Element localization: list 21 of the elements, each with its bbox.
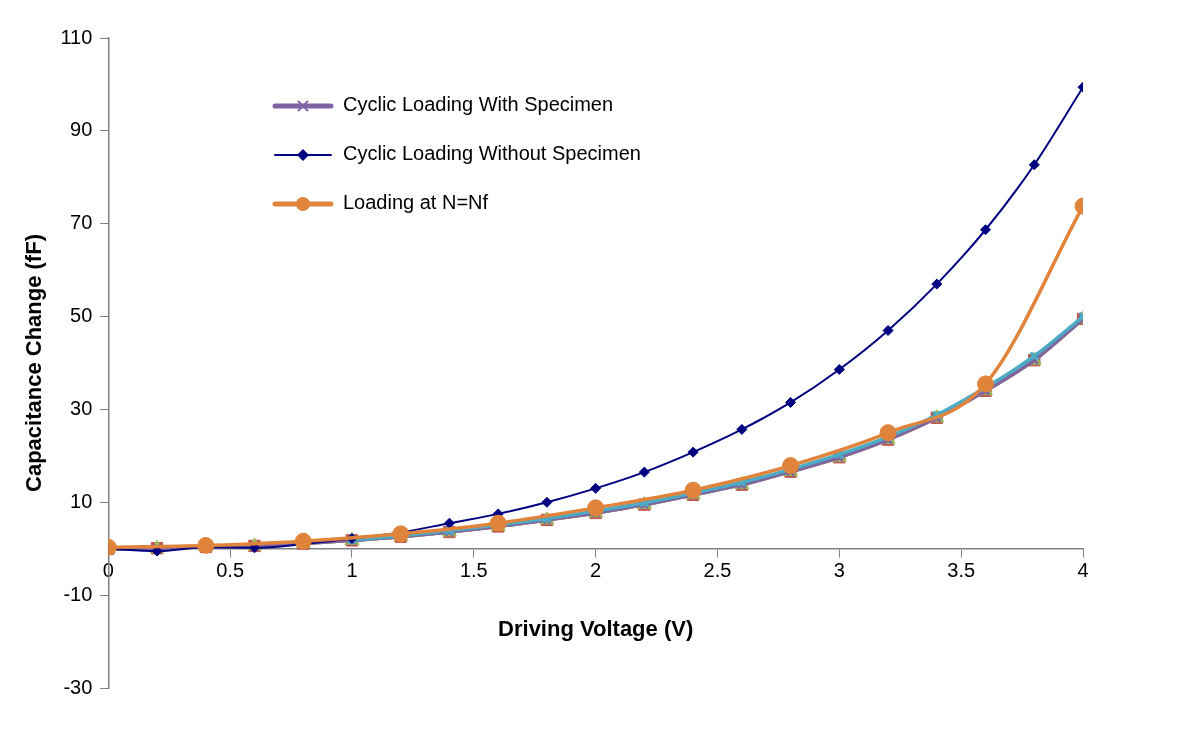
legend-label: Cyclic Loading Without Specimen [343,142,641,165]
legend-label: Loading at N=Nf [343,191,489,214]
y-tick-label: 30 [70,396,93,419]
y-tick-label: 90 [70,118,93,141]
x-axis-title: Driving Voltage (V) [498,615,694,641]
x-tick-label: 1 [346,559,358,582]
y-tick-label: 50 [70,304,93,327]
y-tick-label: -10 [63,582,93,605]
x-tick-label: 2 [590,559,602,582]
x-tick-label: 2.5 [703,559,732,582]
y-tick-label: 10 [70,489,93,512]
x-tick-label: 0.5 [216,559,245,582]
x-tick-label: 1.5 [459,559,488,582]
y-tick-label: 110 [60,25,93,48]
y-tick-label: -30 [63,675,93,698]
x-tick-label: 3 [833,559,845,582]
x-tick-label: 4 [1077,559,1089,582]
legend-label: Cyclic Loading With Specimen [343,93,614,116]
x-tick-label: 3.5 [947,559,976,582]
y-tick-label: 70 [70,211,93,234]
y-axis-title: Capacitance Change (fF) [21,234,47,492]
